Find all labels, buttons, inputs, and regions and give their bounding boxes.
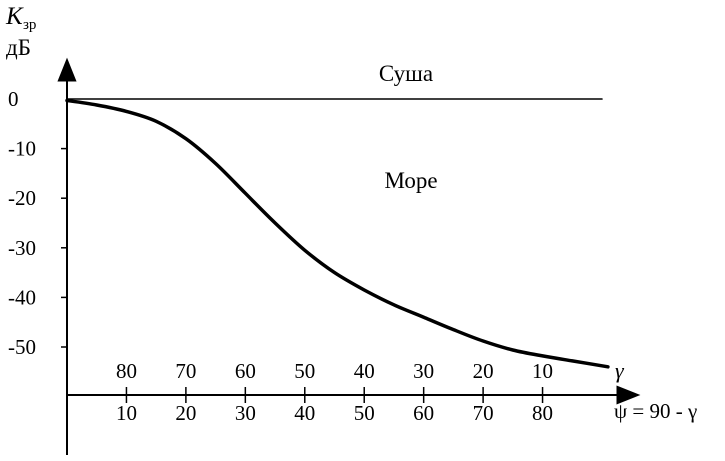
series-label-land: Суша <box>379 61 433 86</box>
series-lines <box>65 98 610 369</box>
y-ticks: 0 -10 -20 -30 -40 -50 <box>8 87 67 359</box>
x-tick-label-psi: 30 <box>235 401 256 425</box>
y-axis-unit: дБ <box>6 35 31 60</box>
series-labels: Суша Море <box>379 61 438 193</box>
x-tick-label-psi: 70 <box>473 401 494 425</box>
x-tick-label-psi: 80 <box>532 401 553 425</box>
x-tick-label-gamma: 40 <box>354 359 375 383</box>
x-tick-label-psi: 20 <box>175 401 196 425</box>
x-tick-label-gamma: 10 <box>532 359 553 383</box>
x-tick-label-gamma: 70 <box>175 359 196 383</box>
x-axis-label-psi: ψ = 90 - γ <box>614 399 697 423</box>
x-tick-label-psi: 40 <box>294 401 315 425</box>
series-label-sea: Море <box>384 168 437 193</box>
y-axis-subscript: зр <box>23 17 36 33</box>
y-tick-label: -20 <box>8 186 36 210</box>
x-tick-label-gamma: 60 <box>235 359 256 383</box>
x-axis-label-gamma: γ <box>615 358 625 383</box>
series-line-sea <box>65 98 610 369</box>
y-tick-label: -40 <box>8 285 36 309</box>
x-tick-label-psi: 60 <box>413 401 434 425</box>
x-tick-label-gamma: 50 <box>294 359 315 383</box>
y-tick-label: -10 <box>8 137 36 161</box>
y-tick-label: 0 <box>8 87 19 111</box>
x-tick-label-psi: 10 <box>116 401 137 425</box>
x-tick-label-gamma: 30 <box>413 359 434 383</box>
x-tick-label-gamma: 20 <box>473 359 494 383</box>
y-tick-label: -30 <box>8 236 36 260</box>
y-tick-label: -50 <box>8 335 36 359</box>
x-tick-label-gamma: 80 <box>116 359 137 383</box>
y-axis-symbol: K <box>5 3 24 30</box>
x-tick-label-psi: 50 <box>354 401 375 425</box>
x-ticks: 10 80 20 70 30 60 40 50 50 40 60 30 70 20 80 10 <box>116 359 553 425</box>
